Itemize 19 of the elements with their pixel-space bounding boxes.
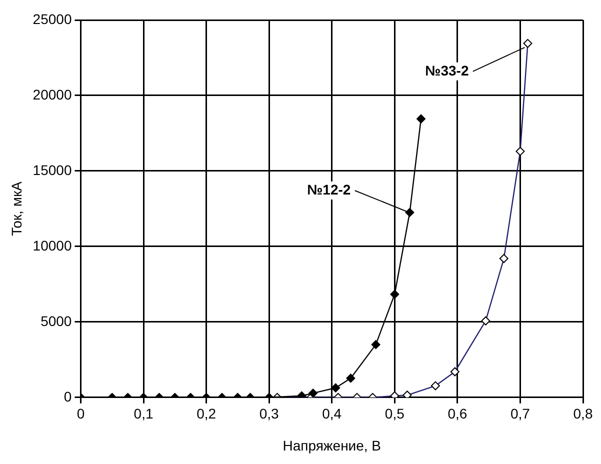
y-tick-label: 10000 [32,237,72,254]
x-axis-title: Напряжение, В [282,437,382,454]
x-tick-label: 0 [76,406,85,422]
y-axis-title: Ток, мкА [8,180,24,236]
x-tick-label: 0,7 [510,406,530,422]
y-tick-label: 0 [64,388,72,404]
y-tick-label: 25000 [32,10,72,27]
x-tick-label: 0,8 [573,406,593,422]
x-tick-label: 0,2 [196,406,216,422]
x-tick-label: 0,5 [384,406,405,422]
y-tick-label: 5000 [40,312,72,329]
x-tick-label: 0,1 [134,406,154,422]
annotation: №12-2 [307,181,351,198]
x-tick-label: 0,6 [448,406,468,422]
y-tick-label: 15000 [32,162,72,178]
y-tick-label: 20000 [32,86,72,102]
annotation: №33-2 [425,62,469,78]
x-tick-label: 0,3 [259,406,280,422]
x-tick-label: 0,4 [322,406,342,422]
